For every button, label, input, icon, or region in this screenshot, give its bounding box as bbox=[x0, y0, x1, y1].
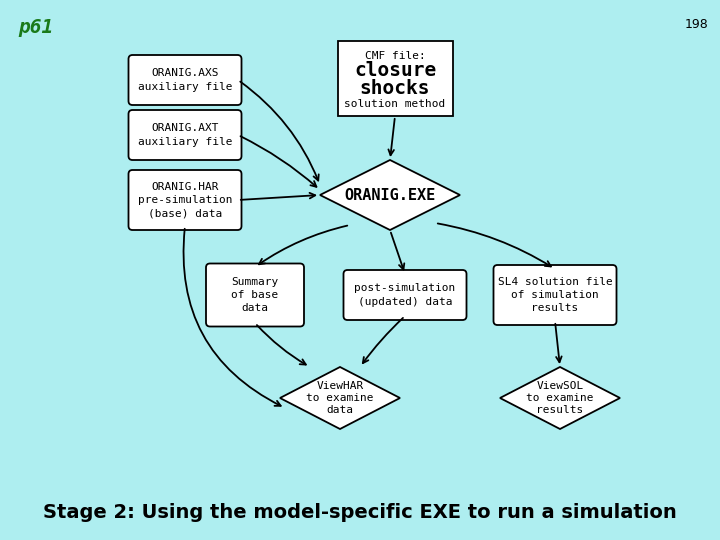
Text: ViewSOL
to examine
results: ViewSOL to examine results bbox=[526, 381, 594, 415]
Text: CMF file:: CMF file: bbox=[364, 51, 426, 61]
Text: p61: p61 bbox=[18, 18, 53, 37]
FancyBboxPatch shape bbox=[493, 265, 616, 325]
Text: Stage 2: Using the model-specific EXE to run a simulation: Stage 2: Using the model-specific EXE to… bbox=[43, 503, 677, 522]
Text: SL4 solution file
of simulation
results: SL4 solution file of simulation results bbox=[498, 277, 613, 313]
Text: post-simulation
(updated) data: post-simulation (updated) data bbox=[354, 284, 456, 307]
FancyBboxPatch shape bbox=[206, 264, 304, 327]
Polygon shape bbox=[280, 367, 400, 429]
Text: shocks: shocks bbox=[360, 78, 431, 98]
Text: ORANIG.HAR
pre-simulation
(base) data: ORANIG.HAR pre-simulation (base) data bbox=[138, 182, 233, 218]
FancyBboxPatch shape bbox=[128, 55, 241, 105]
Text: closure: closure bbox=[354, 60, 436, 79]
Text: solution method: solution method bbox=[344, 99, 446, 109]
FancyBboxPatch shape bbox=[128, 110, 241, 160]
Polygon shape bbox=[320, 160, 460, 230]
Polygon shape bbox=[500, 367, 620, 429]
Text: ORANIG.AXT
auxiliary file: ORANIG.AXT auxiliary file bbox=[138, 124, 233, 146]
Bar bbox=[338, 40, 452, 116]
FancyBboxPatch shape bbox=[343, 270, 467, 320]
Text: Summary
of base
data: Summary of base data bbox=[231, 277, 279, 313]
Text: ORANIG.AXS
auxiliary file: ORANIG.AXS auxiliary file bbox=[138, 69, 233, 92]
Text: 198: 198 bbox=[684, 18, 708, 31]
Text: ViewHAR
to examine
data: ViewHAR to examine data bbox=[306, 381, 374, 415]
FancyBboxPatch shape bbox=[128, 170, 241, 230]
Text: ORANIG.EXE: ORANIG.EXE bbox=[344, 187, 436, 202]
